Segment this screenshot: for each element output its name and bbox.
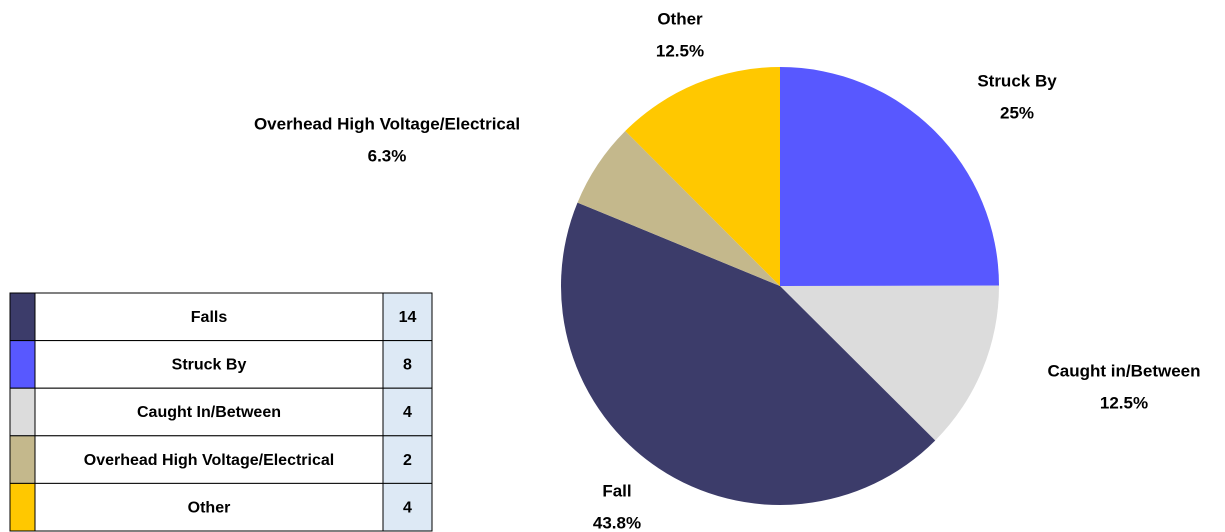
- pie-slice: [577, 131, 780, 286]
- name-cell: [34, 387, 384, 437]
- slice-value: 12.5%: [1100, 393, 1148, 412]
- slice-label: Struck By: [977, 71, 1057, 90]
- swatch: [9, 482, 36, 532]
- pie-slice: [625, 67, 780, 286]
- count-cell: [382, 435, 433, 484]
- slice-value: 12.5%: [656, 41, 704, 60]
- slice-label: Other: [657, 9, 703, 28]
- row-name: Falls: [191, 309, 228, 326]
- pie-slice: [561, 202, 936, 505]
- row-count: 4: [403, 499, 412, 516]
- swatch: [9, 387, 36, 437]
- swatch: [9, 340, 36, 389]
- count-cell: [382, 482, 433, 532]
- row-count: 4: [403, 404, 412, 421]
- name-cell: [34, 340, 384, 389]
- pie-slice: [780, 67, 999, 286]
- name-cell: [34, 435, 384, 484]
- count-cell: [382, 340, 433, 389]
- row-name: Other: [188, 499, 231, 516]
- row-name: Overhead High Voltage/Electrical: [84, 452, 334, 469]
- row-count: 2: [403, 452, 412, 469]
- row-name: Struck By: [172, 357, 247, 374]
- slice-label: Overhead High Voltage/Electrical: [254, 114, 520, 133]
- swatch: [9, 292, 36, 342]
- slice-value: 6.3%: [368, 146, 407, 165]
- slice-label: Fall: [602, 481, 631, 500]
- name-cell: [34, 292, 384, 342]
- name-cell: [34, 482, 384, 532]
- slice-label: Caught in/Between: [1047, 361, 1200, 380]
- slice-value: 25%: [1000, 103, 1034, 122]
- row-count: 8: [403, 357, 412, 374]
- pie-slice: [780, 285, 1000, 441]
- row-count: 14: [399, 309, 417, 326]
- row-name: Caught In/Between: [137, 404, 281, 421]
- count-cell: [382, 387, 433, 437]
- swatch: [9, 435, 36, 484]
- slice-value: 43.8%: [593, 513, 641, 532]
